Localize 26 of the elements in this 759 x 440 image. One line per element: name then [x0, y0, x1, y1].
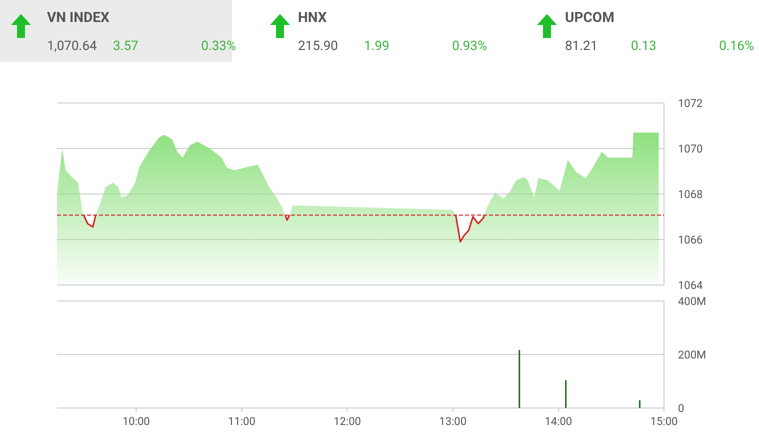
text: 3.57	[113, 39, 138, 54]
y-tick-label: 1064	[678, 279, 703, 292]
text: UPCOM	[565, 10, 614, 26]
text: VN INDEX	[47, 10, 110, 26]
text: 0.16%	[719, 39, 754, 54]
x-tick-label: 14:00	[544, 415, 572, 428]
y-tick-label: 400M	[678, 295, 706, 308]
text: 1.99	[364, 39, 390, 54]
text: 215.90	[298, 39, 338, 54]
text: 81.21	[565, 39, 598, 54]
y-tick-label: 200M	[678, 348, 706, 362]
text: 0.33%	[201, 39, 236, 54]
x-tick-label: 15:00	[650, 415, 678, 428]
y-tick-label: 1072	[678, 97, 703, 110]
text: 0.13	[631, 39, 656, 54]
x-tick-label: 12:00	[334, 415, 362, 428]
x-tick-label: 11:00	[228, 415, 256, 428]
y-tick-label: 1068	[678, 188, 703, 201]
text: HNX	[298, 10, 327, 26]
text: 1,070.64	[47, 39, 98, 54]
x-tick-label: 10:00	[122, 415, 150, 428]
y-tick-label: 0	[678, 402, 684, 415]
y-tick-label: 1070	[678, 142, 703, 156]
y-tick-label: 1066	[678, 234, 703, 246]
text: 0.93%	[452, 39, 487, 54]
x-tick-label: 13:00	[439, 415, 467, 428]
